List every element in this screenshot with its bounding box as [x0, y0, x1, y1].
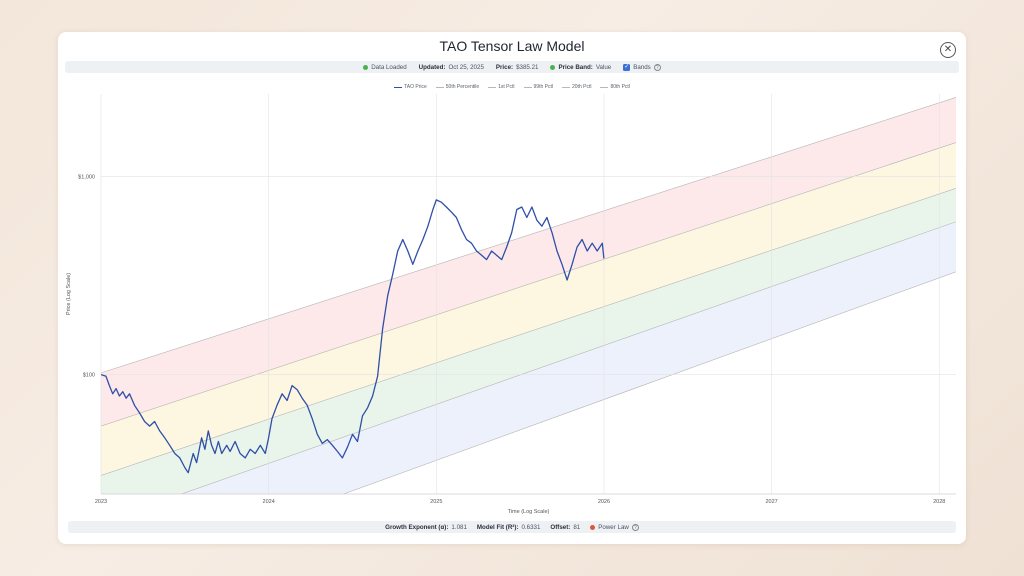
power-law-dot-icon: [590, 524, 596, 530]
status-bar: Data Loaded Updated: Oct 25, 2025 Price:…: [65, 61, 959, 73]
percentile-line: [342, 271, 956, 494]
legend-label: 50th Percentile: [445, 84, 480, 90]
legend-item[interactable]: 1st Pctl: [488, 82, 515, 92]
growth-exponent: Growth Exponent (α): 1.081: [385, 524, 467, 531]
legend-label: 99th Pctl: [533, 84, 553, 90]
percentile-line: [101, 188, 956, 476]
close-icon: ✕: [943, 44, 953, 55]
growth-label: Growth Exponent (α):: [385, 523, 449, 531]
legend-swatch: [435, 86, 444, 88]
price-band-status: Price Band: Value: [550, 64, 611, 71]
bands-checkbox[interactable]: ✓: [623, 63, 631, 71]
x-axis-title: Time (Log Scale): [508, 509, 550, 515]
legend-swatch: [523, 86, 532, 88]
percentile-line: [101, 142, 956, 427]
percentile-bands: [101, 97, 956, 494]
help-icon[interactable]: ?: [631, 523, 639, 531]
model-footer: Growth Exponent (α): 1.081 Model Fit (R²…: [68, 521, 956, 533]
x-tick-label: 2027: [765, 499, 777, 505]
legend-label: 20th Pctl: [572, 84, 592, 90]
price-label: Price:: [495, 63, 514, 71]
updated-value: Oct 25, 2025: [448, 63, 484, 71]
growth-value: 1.081: [451, 523, 467, 531]
bands-toggle[interactable]: ✓ Bands ?: [623, 63, 661, 71]
fit-label: Model Fit (R²):: [476, 523, 519, 531]
updated-status: Updated: Oct 25, 2025: [419, 64, 484, 71]
price-band-value: Value: [595, 63, 612, 71]
percentile-line: [101, 97, 956, 374]
legend-item[interactable]: 50th Percentile: [435, 82, 480, 92]
legend-label: TAO Price: [404, 84, 427, 90]
x-tick-label: 2024: [263, 499, 275, 505]
help-icon[interactable]: ?: [653, 63, 661, 71]
status-dot-icon: [363, 64, 369, 70]
chart-card: TAO Tensor Law Model ✕ Data Loaded Updat…: [58, 32, 966, 544]
band-fill: [101, 97, 956, 427]
y-axis-title: Price (Log Scale): [66, 273, 72, 315]
y-tick-label: $1,000: [78, 174, 95, 180]
x-tick-label: 2023: [95, 499, 107, 505]
legend-item[interactable]: 99th Pctl: [523, 82, 553, 92]
legend-item[interactable]: TAO Price: [394, 82, 427, 92]
y-tick-label: $100: [83, 373, 95, 379]
tao-price-line[interactable]: [101, 199, 605, 474]
percentile-line: [180, 221, 956, 494]
chart-legend: TAO Price 50th Percentile 1st Pctl 99th Pct…: [58, 82, 966, 92]
legend-swatch: [600, 86, 609, 88]
offset-value: 81: [573, 523, 581, 531]
power-law-label: Power Law: [598, 523, 629, 531]
data-loaded-status: Data Loaded: [363, 63, 407, 71]
legend-label: 1st Pctl: [498, 84, 515, 90]
x-tick-label: 2028: [933, 499, 945, 505]
close-button[interactable]: ✕: [940, 42, 956, 58]
model-fit: Model Fit (R²): 0.6331: [477, 524, 541, 531]
legend-item[interactable]: 20th Pctl: [562, 82, 591, 92]
legend-swatch: [488, 86, 497, 88]
legend-swatch: [562, 86, 570, 88]
updated-label: Updated:: [418, 63, 446, 71]
bands-label: Bands: [633, 63, 651, 71]
legend-swatch: [394, 86, 403, 88]
fit-value: 0.6331: [521, 523, 541, 531]
offset-label: Offset:: [550, 523, 571, 531]
band-fill: [101, 142, 956, 476]
x-tick-label: 2026: [598, 499, 610, 505]
legend-label: 80th Pctl: [610, 84, 630, 90]
price-value: $385.21: [516, 63, 539, 71]
price-chart[interactable]: $100 $1,000 2023 2024 2025 2026 2027 2028 Time (…: [58, 32, 966, 520]
band-fill: [101, 188, 956, 494]
page-title: TAO Tensor Law Model: [439, 38, 585, 54]
price-status: Price: $385.21: [496, 64, 539, 71]
offset: Offset: 81: [550, 524, 580, 531]
legend-item[interactable]: 80th Pctl: [600, 82, 630, 92]
power-law-indicator: Power Law ?: [590, 523, 639, 531]
x-tick-label: 2025: [430, 499, 442, 505]
band-dot-icon: [550, 64, 556, 70]
data-loaded-label: Data Loaded: [371, 63, 407, 71]
price-band-label: Price Band:: [558, 63, 593, 71]
